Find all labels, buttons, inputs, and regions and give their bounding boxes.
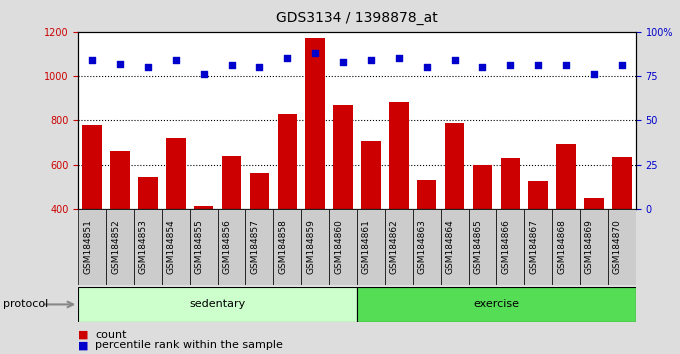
Bar [357,287,636,322]
Bar [473,165,492,297]
Point [254,64,265,70]
Bar [584,198,604,297]
Bar [496,209,524,285]
Text: GSM184854: GSM184854 [167,219,176,274]
Point [505,63,516,68]
Point [337,59,348,65]
Point [422,64,432,70]
Text: count: count [95,330,126,339]
Text: sedentary: sedentary [190,299,245,309]
Bar [441,209,469,285]
Text: GSM184856: GSM184856 [222,219,231,274]
Bar [357,209,385,285]
Bar [385,209,413,285]
Text: GSM184864: GSM184864 [445,219,455,274]
Point [199,72,209,77]
Text: GSM184862: GSM184862 [390,219,398,274]
Text: GSM184851: GSM184851 [83,219,92,274]
Bar [138,177,158,297]
Bar [413,209,441,285]
Text: protocol: protocol [3,299,49,309]
Point [589,72,600,77]
Bar [445,122,464,297]
Text: percentile rank within the sample: percentile rank within the sample [95,340,283,350]
Bar [333,105,353,297]
Text: exercise: exercise [473,299,520,309]
Bar [82,125,102,297]
Text: GSM184852: GSM184852 [111,219,120,274]
Text: GSM184859: GSM184859 [306,219,316,274]
Bar [389,102,409,297]
Point [560,63,571,68]
Bar [134,209,162,285]
Bar [580,209,608,285]
Point [366,57,377,63]
Bar [190,209,218,285]
Point [616,63,627,68]
Text: GSM184860: GSM184860 [334,219,343,274]
Bar [361,141,381,297]
Bar [556,144,576,297]
Point [282,56,292,61]
Bar [301,209,329,285]
Text: GSM184867: GSM184867 [529,219,539,274]
Text: GSM184869: GSM184869 [585,219,594,274]
Bar [277,114,297,297]
Bar [222,156,241,297]
Text: GSM184853: GSM184853 [139,219,148,274]
Point [87,57,98,63]
Bar [500,158,520,297]
Point [477,64,488,70]
Bar [78,287,357,322]
Bar [305,39,325,297]
Bar [78,209,106,285]
Bar [612,157,632,297]
Bar [106,209,134,285]
Bar [469,209,496,285]
Point [449,57,460,63]
Bar [245,209,273,285]
Text: GSM184858: GSM184858 [278,219,287,274]
Bar [273,209,301,285]
Bar [552,209,580,285]
Bar [194,206,214,297]
Point [393,56,404,61]
Text: ■: ■ [78,330,88,339]
Text: GSM184866: GSM184866 [501,219,510,274]
Bar [608,209,636,285]
Bar [528,181,548,297]
Text: GSM184857: GSM184857 [250,219,260,274]
Point [143,64,154,70]
Bar [329,209,357,285]
Bar [417,180,437,297]
Point [310,50,321,56]
Point [226,63,237,68]
Point [533,63,544,68]
Bar [218,209,245,285]
Text: GSM184863: GSM184863 [418,219,427,274]
Bar [166,138,186,297]
Text: GSM184855: GSM184855 [194,219,204,274]
Bar [110,152,130,297]
Text: GDS3134 / 1398878_at: GDS3134 / 1398878_at [276,11,438,25]
Point [114,61,126,67]
Text: GSM184868: GSM184868 [557,219,566,274]
Text: GSM184870: GSM184870 [613,219,622,274]
Text: GSM184861: GSM184861 [362,219,371,274]
Bar [250,173,269,297]
Text: GSM184865: GSM184865 [473,219,483,274]
Bar [524,209,552,285]
Text: ■: ■ [78,340,88,350]
Bar [162,209,190,285]
Point [171,57,182,63]
